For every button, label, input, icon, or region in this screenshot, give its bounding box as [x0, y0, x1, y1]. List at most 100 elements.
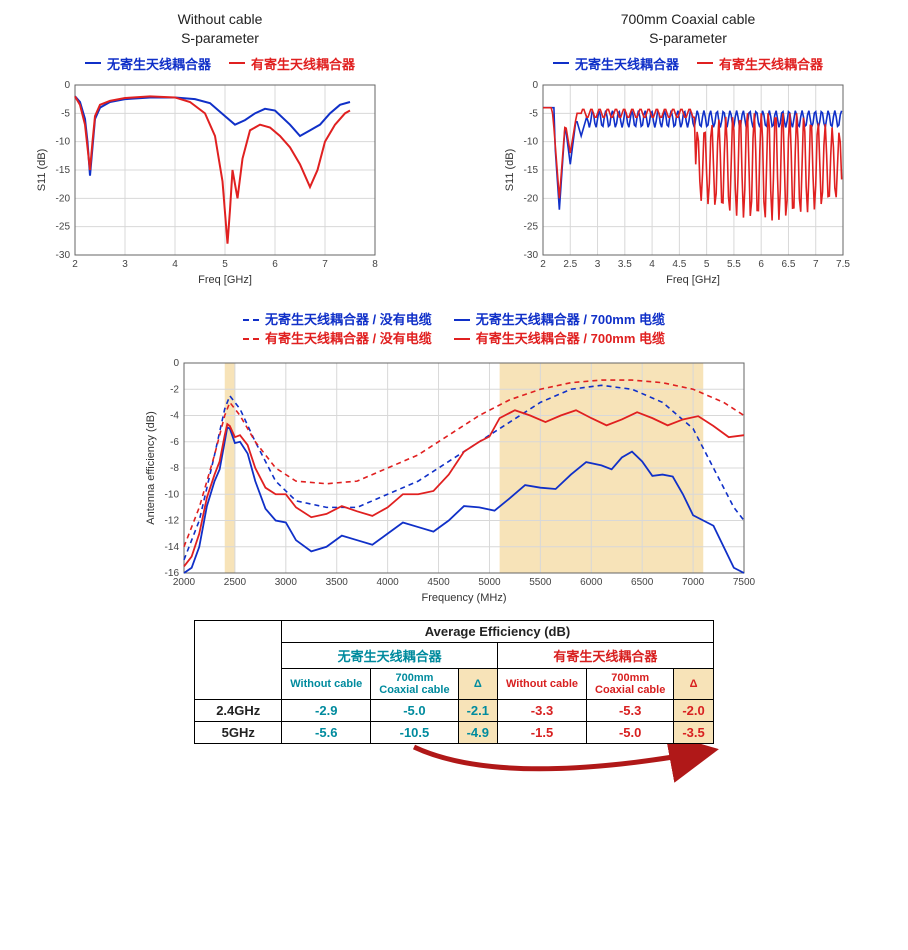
svg-text:-6: -6 — [170, 437, 179, 448]
chart2-block: 700mm Coaxial cable S-parameter 无寄生天线耦合器… — [498, 10, 878, 290]
sub-header: 700mmCoaxial cable — [587, 668, 674, 699]
svg-text:3: 3 — [595, 259, 601, 270]
svg-text:5500: 5500 — [529, 577, 552, 588]
svg-text:3500: 3500 — [326, 577, 349, 588]
legend-item: 有寄生天线耦合器 — [229, 54, 355, 73]
chart2-title: 700mm Coaxial cable S-parameter — [498, 10, 878, 48]
svg-text:-8: -8 — [170, 463, 179, 474]
svg-text:6: 6 — [758, 259, 764, 270]
svg-text:5.5: 5.5 — [727, 259, 741, 270]
table-cell: -2.1 — [458, 699, 497, 721]
svg-text:3.5: 3.5 — [618, 259, 632, 270]
efficiency-table-wrap: Average Efficiency (dB)无寄生天线耦合器有寄生天线耦合器W… — [0, 620, 908, 744]
svg-text:-5: -5 — [529, 108, 538, 119]
chart3-block: 无寄生天线耦合器 / 没有电缆无寄生天线耦合器 / 700mm 电缆有寄生天线耦… — [134, 310, 774, 608]
svg-text:4500: 4500 — [427, 577, 450, 588]
svg-text:5: 5 — [222, 259, 228, 270]
svg-text:2500: 2500 — [224, 577, 247, 588]
table-cell: -5.0 — [371, 699, 458, 721]
svg-text:S11 (dB): S11 (dB) — [504, 148, 516, 191]
legend-row: 无寄生天线耦合器 / 没有电缆无寄生天线耦合器 / 700mm 电缆 — [134, 310, 774, 330]
svg-text:6000: 6000 — [580, 577, 603, 588]
chart1-legend: 无寄生天线耦合器有寄生天线耦合器 — [30, 54, 410, 73]
svg-text:7000: 7000 — [682, 577, 705, 588]
svg-text:0: 0 — [64, 80, 70, 91]
arrow-wrap — [154, 744, 754, 784]
svg-text:Antenna efficiency (dB): Antenna efficiency (dB) — [145, 411, 157, 525]
svg-text:2: 2 — [540, 259, 546, 270]
sub-header: Without cable — [498, 668, 587, 699]
svg-text:-16: -16 — [165, 568, 180, 579]
chart2-plot: 22.533.544.555.566.577.50-5-10-15-20-25-… — [498, 77, 878, 290]
legend-item: 无寄生天线耦合器 — [85, 54, 211, 73]
svg-text:-25: -25 — [56, 221, 71, 232]
svg-text:-10: -10 — [524, 136, 539, 147]
table-cell: -2.9 — [282, 699, 371, 721]
chart2-title-l2: S-parameter — [649, 30, 727, 46]
efficiency-table: Average Efficiency (dB)无寄生天线耦合器有寄生天线耦合器W… — [194, 620, 714, 744]
legend-row: 有寄生天线耦合器 / 没有电缆 有寄生天线耦合器 / 700mm 电缆 — [134, 329, 774, 349]
svg-text:6.5: 6.5 — [782, 259, 796, 270]
svg-text:-30: -30 — [524, 250, 539, 261]
chart1-title-l1: Without cable — [178, 11, 263, 27]
svg-text:-20: -20 — [56, 193, 71, 204]
svg-text:-20: -20 — [524, 193, 539, 204]
table-cell: -5.0 — [587, 721, 674, 743]
svg-text:6: 6 — [272, 259, 278, 270]
svg-text:4.5: 4.5 — [672, 259, 686, 270]
svg-text:-5: -5 — [61, 108, 70, 119]
svg-text:-4: -4 — [170, 410, 179, 421]
svg-text:3000: 3000 — [275, 577, 298, 588]
svg-text:8: 8 — [372, 259, 378, 270]
top-charts-row: Without cable S-parameter 无寄生天线耦合器有寄生天线耦… — [0, 10, 908, 290]
table-cell: -4.9 — [458, 721, 497, 743]
legend-item: 有寄生天线耦合器 — [697, 54, 823, 73]
chart2-legend: 无寄生天线耦合器有寄生天线耦合器 — [498, 54, 878, 73]
svg-text:4: 4 — [172, 259, 178, 270]
row-label: 5GHz — [195, 721, 282, 743]
chart3-legend: 无寄生天线耦合器 / 没有电缆无寄生天线耦合器 / 700mm 电缆有寄生天线耦… — [134, 310, 774, 349]
svg-text:Frequency (MHz): Frequency (MHz) — [422, 592, 507, 604]
svg-text:5000: 5000 — [478, 577, 501, 588]
svg-text:-12: -12 — [165, 515, 180, 526]
group1-header: 无寄生天线耦合器 — [282, 642, 498, 668]
svg-text:-2: -2 — [170, 384, 179, 395]
sub-header: Δ — [674, 668, 713, 699]
group2-header: 有寄生天线耦合器 — [498, 642, 714, 668]
page: Without cable S-parameter 无寄生天线耦合器有寄生天线耦… — [0, 0, 908, 814]
svg-text:Freq [GHz]: Freq [GHz] — [198, 274, 252, 286]
svg-text:-10: -10 — [56, 136, 71, 147]
svg-text:4000: 4000 — [377, 577, 400, 588]
svg-text:7.5: 7.5 — [836, 259, 850, 270]
svg-text:-10: -10 — [165, 489, 180, 500]
table-title: Average Efficiency (dB) — [282, 620, 714, 642]
chart1-title-l2: S-parameter — [181, 30, 259, 46]
legend-item: 有寄生天线耦合器 / 没有电缆 — [243, 329, 432, 349]
row-label: 2.4GHz — [195, 699, 282, 721]
table-cell: -5.3 — [587, 699, 674, 721]
svg-text:7: 7 — [322, 259, 328, 270]
sub-header: Δ — [458, 668, 497, 699]
chart2-title-l1: 700mm Coaxial cable — [621, 11, 756, 27]
legend-item: 有寄生天线耦合器 / 700mm 电缆 — [454, 329, 665, 349]
svg-text:S11 (dB): S11 (dB) — [36, 148, 48, 191]
svg-text:-15: -15 — [524, 165, 539, 176]
chart1-block: Without cable S-parameter 无寄生天线耦合器有寄生天线耦… — [30, 10, 410, 290]
svg-text:-14: -14 — [165, 542, 180, 553]
chart1-plot: 23456780-5-10-15-20-25-30Freq [GHz]S11 (… — [30, 77, 410, 290]
table-cell: -2.0 — [674, 699, 713, 721]
curved-arrow-icon — [154, 744, 754, 784]
table-cell: -1.5 — [498, 721, 587, 743]
svg-text:3: 3 — [122, 259, 128, 270]
chart1-title: Without cable S-parameter — [30, 10, 410, 48]
svg-text:7: 7 — [813, 259, 819, 270]
table-cell: -10.5 — [371, 721, 458, 743]
chart3-plot: 2000250030003500400045005000550060006500… — [134, 355, 774, 608]
legend-item: 无寄生天线耦合器 / 700mm 电缆 — [454, 310, 665, 330]
sub-header: Without cable — [282, 668, 371, 699]
svg-text:-15: -15 — [56, 165, 71, 176]
svg-text:0: 0 — [532, 80, 538, 91]
svg-text:7500: 7500 — [733, 577, 756, 588]
svg-text:5: 5 — [704, 259, 710, 270]
svg-text:Freq [GHz]: Freq [GHz] — [666, 274, 720, 286]
